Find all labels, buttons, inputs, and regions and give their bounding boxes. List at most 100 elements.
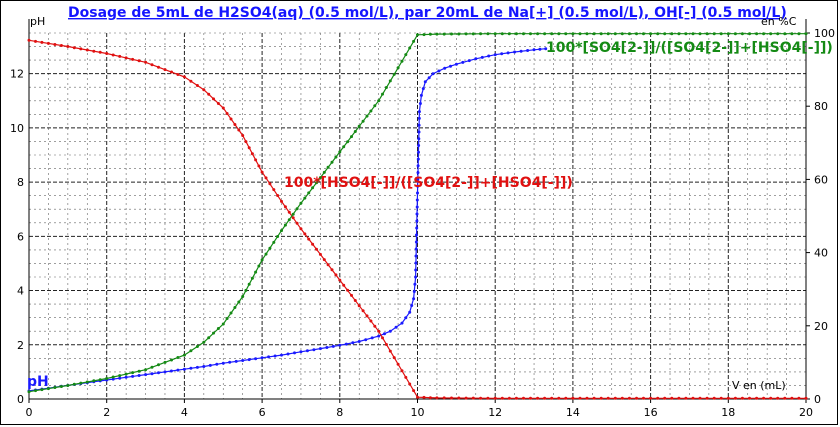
data-point-ph (280, 353, 283, 357)
data-point-ph (176, 368, 180, 372)
data-point-hso4-percent (137, 59, 141, 63)
data-point-so4-percent (428, 32, 432, 36)
data-point-ph (416, 171, 420, 175)
data-point-ph (189, 366, 193, 370)
data-point-hso4-percent (500, 396, 504, 400)
data-point-hso4-percent (111, 53, 115, 57)
data-point-hso4-percent (776, 396, 780, 400)
data-point-so4-percent (769, 32, 773, 36)
data-point-hso4-percent (564, 396, 568, 400)
data-point-so4-percent (550, 32, 554, 36)
data-point-ph (157, 371, 160, 375)
data-point-so4-percent (571, 32, 575, 36)
data-point-so4-percent (157, 363, 160, 367)
data-point-so4-percent (464, 32, 468, 36)
data-point-hso4-percent (244, 140, 248, 144)
data-point-ph (377, 334, 381, 338)
data-point-so4-percent (585, 32, 589, 36)
data-point-ph (461, 60, 465, 64)
data-point-ph (364, 338, 368, 342)
data-point-ph (144, 373, 148, 377)
data-point-so4-percent (66, 384, 70, 387)
data-point-so4-percent (656, 32, 660, 36)
data-point-so4-percent (299, 201, 303, 205)
y-left-tick-label: 0 (17, 393, 24, 406)
data-point-so4-percent (493, 32, 497, 36)
data-point-hso4-percent (550, 396, 554, 400)
data-point-ph (312, 348, 316, 352)
data-point-hso4-percent (66, 45, 70, 48)
data-point-hso4-percent (268, 182, 272, 186)
data-point-hso4-percent (216, 102, 220, 105)
data-point-hso4-percent (381, 336, 384, 340)
data-point-ph (417, 137, 421, 141)
data-point-so4-percent (176, 356, 180, 359)
data-point-ph (410, 304, 414, 307)
data-point-so4-percent (613, 32, 617, 36)
data-point-so4-percent (225, 317, 229, 320)
data-point-hso4-percent (514, 396, 518, 400)
data-point-hso4-percent (357, 304, 361, 308)
data-point-so4-percent (111, 375, 115, 379)
data-point-hso4-percent (507, 396, 511, 400)
data-point-so4-percent (338, 150, 342, 154)
data-point-hso4-percent (361, 309, 365, 313)
data-point-so4-percent (457, 32, 461, 36)
data-point-ph (247, 358, 251, 362)
data-point-hso4-percent (338, 278, 342, 282)
data-point-ph (195, 365, 199, 369)
data-point-hso4-percent (350, 293, 353, 297)
data-point-hso4-percent (92, 49, 96, 53)
series-line-ph (28, 48, 546, 392)
data-point-so4-percent (46, 387, 50, 391)
data-point-hso4-percent (318, 252, 322, 256)
data-point-ph (318, 347, 322, 351)
data-point-so4-percent (241, 295, 245, 298)
data-point-so4-percent (244, 288, 248, 292)
data-point-so4-percent (365, 114, 369, 118)
data-point-hso4-percent (195, 84, 199, 87)
data-point-so4-percent (59, 385, 63, 388)
data-point-so4-percent (663, 32, 667, 36)
data-point-so4-percent (264, 252, 268, 256)
data-point-hso4-percent (649, 396, 653, 400)
data-point-ph (408, 310, 412, 314)
data-point-hso4-percent (373, 324, 377, 328)
data-point-ph (454, 62, 458, 66)
data-point-hso4-percent (670, 396, 674, 400)
data-point-ph (293, 351, 296, 355)
data-point-hso4-percent (189, 79, 193, 83)
data-point-ph (417, 144, 421, 147)
x-tick-label: 6 (259, 406, 266, 419)
data-point-so4-percent (105, 377, 109, 380)
data-point-ph (137, 374, 141, 377)
data-point-so4-percent (642, 32, 645, 36)
data-point-so4-percent (740, 32, 744, 36)
data-point-hso4-percent (435, 396, 439, 400)
data-point-hso4-percent (27, 38, 31, 42)
data-point-ph (419, 93, 423, 97)
data-point-ph (299, 350, 303, 354)
data-point-ph (254, 357, 258, 361)
y-right-tick-label: 20 (814, 320, 828, 333)
data-point-so4-percent (53, 386, 57, 389)
data-point-ph (370, 336, 374, 340)
data-point-so4-percent (189, 349, 193, 353)
series-so4-percent (27, 32, 808, 394)
data-point-hso4-percent (276, 194, 280, 197)
x-tick-label: 10 (411, 406, 425, 419)
data-point-hso4-percent (105, 52, 109, 55)
data-point-ph (416, 157, 420, 161)
data-point-hso4-percent (396, 362, 400, 366)
data-point-so4-percent (507, 32, 511, 36)
data-point-so4-percent (804, 32, 808, 36)
data-point-ph (182, 367, 186, 371)
data-point-so4-percent (712, 32, 716, 36)
data-point-hso4-percent (606, 396, 610, 400)
data-point-so4-percent (783, 32, 787, 36)
data-point-ph (357, 340, 361, 343)
data-point-so4-percent (260, 258, 264, 262)
data-point-hso4-percent (442, 396, 446, 400)
data-point-hso4-percent (72, 46, 76, 50)
